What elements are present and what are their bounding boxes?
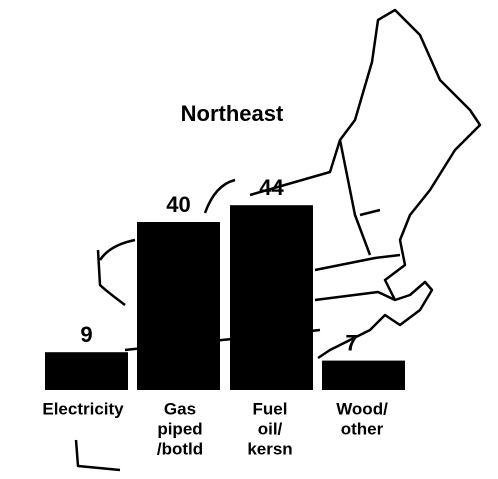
category-label: Gas <box>164 399 196 418</box>
bar <box>45 352 128 390</box>
category-label: piped <box>157 419 202 438</box>
category-label: kersn <box>247 439 292 458</box>
category-label: /botld <box>157 439 203 458</box>
value-label: 44 <box>259 175 284 200</box>
category-label: Wood/ <box>336 399 388 418</box>
category-label: oil/ <box>258 419 283 438</box>
category-label: Fuel <box>253 399 288 418</box>
value-label: 7 <box>345 330 357 355</box>
bar <box>230 205 313 390</box>
bar <box>322 360 405 390</box>
value-label: 40 <box>166 192 190 217</box>
map-outline <box>74 8 482 472</box>
chart-title: Northeast <box>181 101 284 126</box>
category-label: Electricity <box>42 399 124 418</box>
bar <box>137 222 220 390</box>
value-label: 9 <box>80 322 92 347</box>
category-label: other <box>341 419 384 438</box>
